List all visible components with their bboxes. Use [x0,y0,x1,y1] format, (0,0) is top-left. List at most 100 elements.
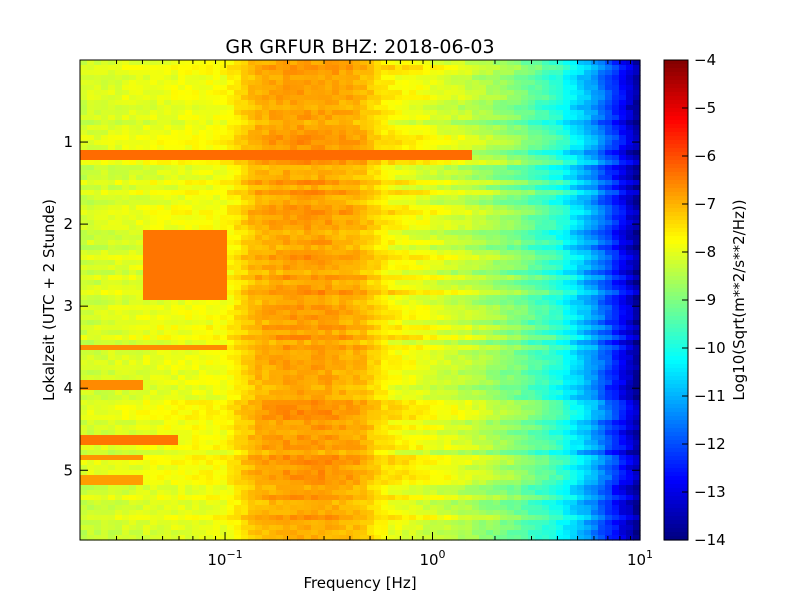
heatmap-cell [633,205,641,211]
heatmap-cell [472,135,480,141]
heatmap-cell [262,275,270,281]
heatmap-cell [521,225,529,231]
heatmap-cell [185,335,193,341]
heatmap-cell [199,365,207,371]
heatmap-cell [570,180,578,186]
heatmap-cell [234,210,242,216]
heatmap-cell [178,240,186,246]
heatmap-cell [451,165,459,171]
heatmap-cell [409,120,417,126]
heatmap-cell [598,175,606,181]
heatmap-cell [276,180,284,186]
heatmap-cell [633,295,641,301]
heatmap-cell [234,305,242,311]
heatmap-cell [619,225,627,231]
heatmap-cell [297,250,305,256]
heatmap-cell [521,335,529,341]
heatmap-cell [388,310,396,316]
heatmap-cell [276,160,284,166]
heatmap-cell [626,150,634,156]
heatmap-cell [395,300,403,306]
heatmap-cell [241,355,249,361]
heatmap-cell [598,295,606,301]
heatmap-cell [318,220,326,226]
heatmap-cell [514,120,522,126]
heatmap-cell [80,160,88,166]
heatmap-cell [619,135,627,141]
heatmap-cell [619,320,627,326]
heatmap-cell [598,260,606,266]
heatmap-cell [521,60,529,66]
heatmap-cell [493,260,501,266]
heatmap-cell [479,110,487,116]
heatmap-cell [367,265,375,271]
heatmap-cell [339,240,347,246]
heatmap-cell [262,370,270,376]
heatmap-cell [178,285,186,291]
heatmap-cell [465,110,473,116]
heatmap-cell [465,360,473,366]
heatmap-cell [570,290,578,296]
heatmap-cell [549,265,557,271]
heatmap-cell [633,340,641,346]
heatmap-cell [185,185,193,191]
heatmap-cell [206,145,214,151]
heatmap-cell [332,170,340,176]
heatmap-cell [423,130,431,136]
heatmap-cell [108,80,116,86]
heatmap-cell [507,285,515,291]
heatmap-cell [465,330,473,336]
heatmap-cell [367,350,375,356]
heatmap-cell [514,105,522,111]
heatmap-cell [136,225,144,231]
heatmap-cell [262,110,270,116]
heatmap-cell [493,135,501,141]
heatmap-cell [367,165,375,171]
heatmap-cell [353,150,361,156]
heatmap-cell [304,135,312,141]
heatmap-cell [423,355,431,361]
heatmap-cell [500,105,508,111]
heatmap-cell [143,95,151,101]
heatmap-cell [423,210,431,216]
heatmap-cell [549,180,557,186]
heatmap-cell [346,165,354,171]
heatmap-cell [430,140,438,146]
heatmap-cell [612,260,620,266]
heatmap-cell [374,255,382,261]
heatmap-cell [514,295,522,301]
heatmap-cell [143,295,151,301]
heatmap-cell [479,325,487,331]
heatmap-cell [444,290,452,296]
heatmap-cell [241,145,249,151]
heatmap-cell [136,335,144,341]
heatmap-cell [458,355,466,361]
heatmap-cell [248,345,256,351]
heatmap-cell [94,60,102,66]
heatmap-cell [101,360,109,366]
heatmap-cell [276,305,284,311]
heatmap-cell [283,80,291,86]
heatmap-cell [367,300,375,306]
heatmap-cell [220,75,228,81]
heatmap-cell [206,285,214,291]
heatmap-cell [472,310,480,316]
heatmap-cell [465,220,473,226]
heatmap-cell [290,145,298,151]
heatmap-cell [430,285,438,291]
heatmap-cell [129,305,137,311]
heatmap-cell [612,205,620,211]
heatmap-cell [283,145,291,151]
heatmap-cell [185,325,193,331]
heatmap-cell [465,255,473,261]
heatmap-cell [262,265,270,271]
heatmap-cell [199,95,207,101]
heatmap-cell [234,295,242,301]
heatmap-cell [101,290,109,296]
heatmap-cell [570,210,578,216]
heatmap-cell [108,350,116,356]
heatmap-cell [101,320,109,326]
heatmap-cell [528,315,536,321]
heatmap-cell [626,120,634,126]
heatmap-cell [283,340,291,346]
